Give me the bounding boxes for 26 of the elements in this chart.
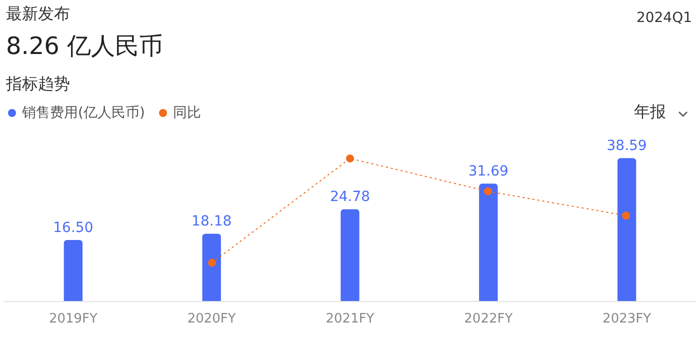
x-tick-label: 2022FY xyxy=(464,312,513,327)
bar xyxy=(340,209,360,302)
data-label: 38.59 xyxy=(606,138,647,154)
legend-label: 销售费用(亿人民币) xyxy=(22,104,145,122)
point xyxy=(484,187,492,196)
text: 2024Q1 xyxy=(636,10,692,26)
text: 指标趋势 xyxy=(6,74,70,95)
x-tick-label: 2019FY xyxy=(48,312,98,327)
data-label: 16.50 xyxy=(53,220,94,236)
x-tick-label: 2023FY xyxy=(602,312,652,327)
x-tick-label: 2021FY xyxy=(326,312,374,327)
bar xyxy=(479,184,498,302)
data-label: 24.78 xyxy=(330,189,370,206)
point xyxy=(208,258,216,267)
data-label: 18.18 xyxy=(192,214,232,230)
data-label: 31.69 xyxy=(468,164,508,180)
chart-subtitle: 8.26 亿人民币 xyxy=(6,31,164,62)
point xyxy=(346,154,354,162)
point xyxy=(622,212,630,220)
bar xyxy=(617,158,636,302)
legend-label: 同比 xyxy=(172,104,201,122)
bar xyxy=(64,240,83,302)
chart-title: 最新发布 xyxy=(6,4,70,25)
bar xyxy=(202,234,221,302)
x-tick-label: 2020FY xyxy=(187,312,236,327)
text: 年报 xyxy=(634,102,666,123)
